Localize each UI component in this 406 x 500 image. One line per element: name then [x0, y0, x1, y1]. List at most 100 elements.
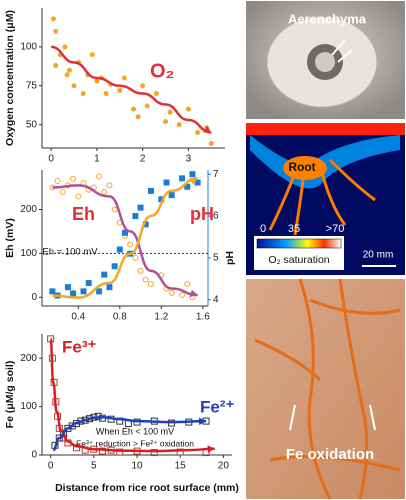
annotation: Fe³⁺ reduction > Fe²⁺ oxidation [76, 438, 194, 448]
data-point [132, 213, 139, 220]
fe-oxidation-label: Fe oxidation [286, 446, 374, 463]
data-point [111, 206, 118, 213]
scale-title: O₂ saturation [268, 254, 329, 266]
annotation: Fe²⁺ [200, 397, 235, 416]
y2-tick-label: 5 [213, 253, 219, 264]
data-point [59, 188, 66, 195]
scale-min: 0 [260, 223, 266, 235]
trend-line [50, 45, 212, 134]
y-tick-label: 200 [20, 353, 37, 364]
x-tick-label: 1.2 [154, 312, 168, 323]
annotation: O₂ [150, 60, 174, 82]
y2-axis-label: pH [224, 251, 236, 265]
data-point [55, 434, 63, 442]
x-tick-label: 0 [48, 154, 54, 165]
data-point [189, 171, 196, 178]
data-point [147, 281, 154, 288]
data-point [131, 106, 136, 112]
data-point [80, 91, 86, 97]
data-point [117, 87, 123, 93]
data-point [53, 28, 59, 34]
arrowhead [207, 445, 215, 453]
data-point [96, 173, 103, 180]
data-point [122, 229, 128, 236]
data-point [73, 444, 81, 452]
data-point [66, 67, 72, 73]
trend-line [49, 337, 215, 453]
data-point [194, 179, 201, 186]
data-point [80, 288, 87, 295]
data-point [64, 72, 70, 78]
y2-tick-label: 4 [213, 294, 219, 305]
data-point [75, 193, 82, 200]
data-point [179, 175, 186, 182]
o2-image: Root 0 35 >70 O₂ saturation 20 mm [246, 123, 405, 275]
y-tick-label: 50 [26, 119, 38, 130]
x-tick-label: 3 [186, 154, 192, 165]
data-point [135, 114, 141, 120]
data-point [68, 422, 76, 430]
y2-tick-label: 7 [213, 169, 219, 180]
y-tick-label: 0 [31, 292, 37, 303]
data-point [184, 281, 191, 288]
x-tick-label: 1.6 [196, 312, 210, 323]
x-tick-label: 20 [218, 461, 230, 472]
y-tick-label: 100 [20, 42, 37, 53]
fe-photo: Fe oxidation [246, 278, 405, 500]
data-point [96, 288, 103, 295]
aerenchyma-label: Aerenchyma [288, 11, 367, 26]
x-tick-label: 0.4 [71, 312, 85, 323]
data-point [168, 192, 175, 199]
data-point [163, 119, 169, 125]
data-point [54, 177, 61, 184]
y-axis-label: Oxygen concentration (μM) [4, 10, 16, 146]
data-point [140, 83, 146, 89]
data-point [142, 276, 149, 283]
data-point [153, 91, 159, 97]
data-point [116, 246, 123, 253]
arrowhead [203, 125, 212, 133]
arrowhead [189, 177, 198, 185]
trend-line [52, 415, 207, 452]
trend-line [52, 177, 198, 299]
data-point [62, 44, 68, 50]
data-point [147, 187, 154, 194]
annotation: Fe³⁺ [62, 337, 97, 356]
x-tick-label: 10 [131, 461, 143, 472]
data-point [85, 279, 92, 286]
y-axis-label: Eh (mV) [4, 218, 16, 258]
data-point [64, 284, 71, 291]
y-tick-label: 100 [20, 248, 37, 259]
root-label: Root [288, 160, 315, 174]
data-point [179, 292, 186, 299]
trend-line [52, 184, 198, 297]
x-tick-label: 0.8 [113, 312, 127, 323]
x-tick-label: 5 [91, 461, 97, 472]
data-point [103, 91, 109, 97]
data-point [142, 221, 149, 228]
data-point [50, 16, 56, 22]
data-point [121, 75, 127, 81]
annotation: pH [190, 204, 214, 224]
data-point [168, 289, 175, 296]
data-point [71, 83, 77, 89]
sem-photo: Aerenchyma [246, 1, 405, 119]
data-point [70, 175, 77, 182]
data-point [101, 188, 108, 195]
data-point [70, 290, 77, 297]
data-point [184, 183, 191, 190]
scale-max: >70 [326, 223, 345, 235]
data-point [49, 288, 56, 295]
data-point [137, 267, 144, 274]
x-tick-label: 1 [94, 154, 100, 165]
x-tick-label: 0 [48, 461, 54, 472]
data-point [137, 204, 144, 211]
arrowhead [198, 417, 207, 426]
y-tick-label: 75 [26, 80, 38, 91]
data-point [208, 140, 214, 146]
data-point [132, 254, 139, 261]
data-point [185, 106, 191, 112]
annotation: Eh [72, 204, 95, 224]
